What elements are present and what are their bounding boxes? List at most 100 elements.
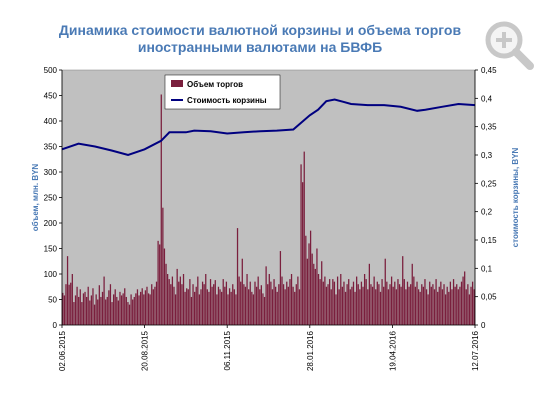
bar (421, 284, 423, 325)
bar (201, 281, 204, 325)
y-tick-label-right: 0,2 (481, 208, 493, 217)
bar (243, 284, 245, 325)
bar (425, 289, 428, 325)
bar (400, 286, 402, 325)
bar (311, 253, 313, 325)
bar (305, 235, 307, 325)
bar (268, 274, 270, 325)
bar (336, 276, 339, 325)
bar (214, 280, 216, 325)
bar (149, 294, 151, 325)
bar (228, 288, 231, 325)
bar (313, 263, 315, 325)
bar (324, 276, 326, 325)
y-tick-label-right: 0,35 (481, 123, 497, 132)
bar (101, 291, 104, 325)
bar (302, 182, 304, 325)
bar (376, 281, 378, 325)
bar (473, 289, 475, 325)
magnify-plus-icon[interactable] (478, 14, 538, 74)
bar (363, 274, 366, 325)
bar (95, 294, 97, 325)
y-tick-label-left: 250 (44, 194, 58, 203)
y-tick-label-left: 500 (44, 66, 58, 75)
bar (349, 289, 351, 325)
bar (159, 244, 161, 325)
bar (294, 291, 296, 325)
bar (105, 299, 107, 325)
bar (73, 302, 75, 325)
bar (275, 286, 277, 325)
bar (344, 291, 347, 325)
bar (255, 286, 258, 325)
bar (327, 284, 329, 325)
bar (381, 279, 383, 325)
bar (174, 294, 177, 325)
bar (179, 276, 181, 325)
bar (147, 293, 150, 325)
bar (170, 284, 172, 325)
bar (241, 258, 243, 325)
bar (230, 291, 232, 325)
legend-swatch-bar (171, 80, 183, 87)
bar (289, 279, 291, 325)
bar (197, 276, 199, 325)
bar (448, 291, 450, 325)
bar (433, 289, 436, 325)
bar (295, 284, 297, 325)
bar (222, 279, 224, 325)
bar (198, 294, 201, 325)
bar (262, 293, 264, 325)
y-tick-label-right: 0,05 (481, 293, 497, 302)
bar (167, 274, 169, 325)
bar (437, 291, 439, 325)
bar (163, 248, 166, 325)
bar (213, 284, 215, 325)
bar (236, 228, 239, 325)
x-tick-label: 02.06.2015 (58, 330, 67, 371)
bar (395, 289, 398, 325)
bar (224, 286, 226, 325)
bar (195, 286, 197, 325)
bar (136, 289, 139, 325)
bar (371, 286, 374, 325)
bar (384, 258, 386, 325)
bar (278, 284, 280, 325)
bar (182, 274, 185, 325)
bar (122, 293, 124, 325)
bar (155, 281, 158, 325)
bar (284, 289, 286, 325)
chart-title-line2: иностранными валютами на БВФБ (137, 39, 383, 55)
bar (456, 284, 458, 325)
bar (71, 274, 73, 325)
bar (254, 281, 256, 325)
bar (85, 296, 88, 325)
bar (89, 300, 91, 325)
bar (176, 268, 178, 325)
bar (111, 302, 113, 325)
bar (143, 294, 145, 325)
bar (390, 276, 393, 325)
bar (252, 294, 255, 325)
bar (335, 294, 337, 325)
bar (351, 286, 353, 325)
bar (184, 291, 186, 325)
bar (108, 290, 110, 325)
chart-title-line1: Динамика стоимости валютной корзины и об… (58, 22, 462, 38)
bar (452, 279, 455, 325)
bar (109, 284, 112, 325)
bar (227, 294, 229, 325)
bar (306, 258, 309, 325)
bar (238, 276, 240, 325)
x-tick-label: 20.08.2015 (141, 330, 150, 371)
bar (402, 256, 404, 325)
bar (81, 302, 83, 325)
bar (248, 289, 250, 325)
bar (287, 286, 289, 325)
bar (225, 281, 228, 325)
bar (265, 266, 267, 325)
bar (387, 289, 390, 325)
bar (103, 276, 105, 325)
bar (282, 284, 285, 325)
